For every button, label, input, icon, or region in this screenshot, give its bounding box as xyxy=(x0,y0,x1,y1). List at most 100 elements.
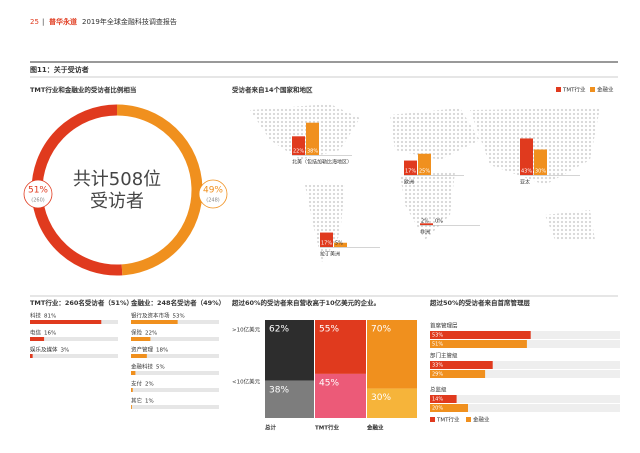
region-label: 亚太 xyxy=(520,179,530,186)
page-number: 25 xyxy=(30,18,39,26)
figure-title: 图11：关于受访者 xyxy=(30,65,89,74)
bar xyxy=(534,149,547,175)
row-label: >10亿美元 xyxy=(232,326,261,334)
category-label: 科技 xyxy=(30,312,42,320)
segment xyxy=(315,320,366,374)
bar xyxy=(131,405,132,409)
bar xyxy=(520,138,533,175)
bar xyxy=(306,122,319,155)
bar xyxy=(30,354,33,358)
bar xyxy=(418,153,431,175)
value-label: 70% xyxy=(371,325,391,335)
separator: | xyxy=(42,18,44,26)
chart-title: TMT行业和金融业的受访者比例相当 xyxy=(30,85,136,94)
category-label: 支付 xyxy=(131,380,143,388)
value-label: 45% xyxy=(319,378,339,388)
segment xyxy=(265,380,314,418)
count-label: (260) xyxy=(31,198,44,204)
segment xyxy=(367,388,417,418)
value-label: 51% xyxy=(28,186,48,196)
value-label: 2% xyxy=(145,382,154,388)
bar-track xyxy=(430,395,620,403)
legend-label: 金融业 xyxy=(597,86,614,94)
value-label: 22% xyxy=(145,331,157,337)
category-label: 部门主管级 xyxy=(430,352,458,360)
value-label: 30% xyxy=(535,169,546,175)
chart-title: TMT行业：260名受访者（51%） xyxy=(30,298,133,307)
region-label: 北美（包括加勒比海地区） xyxy=(292,159,352,166)
label-badge xyxy=(198,179,228,209)
bar-track xyxy=(131,337,219,341)
value-label: 0% xyxy=(435,219,443,225)
value-label: 53% xyxy=(432,333,443,339)
value-label: 62% xyxy=(269,325,289,335)
legend-swatch xyxy=(430,417,435,422)
value-label: 33% xyxy=(432,363,443,369)
bar xyxy=(131,388,133,392)
legend-label: 金融业 xyxy=(473,416,490,424)
value-label: 81% xyxy=(44,314,56,320)
bar-track xyxy=(131,405,219,409)
bar xyxy=(430,340,527,348)
bar xyxy=(430,331,531,339)
value-label: 49% xyxy=(203,186,223,196)
value-label: 3% xyxy=(61,348,70,354)
value-label: 20% xyxy=(432,406,443,412)
bar xyxy=(430,361,493,369)
bar xyxy=(30,320,102,324)
center-text: 受访者 xyxy=(90,191,144,212)
bar xyxy=(131,337,151,341)
category-label: 首席管理层 xyxy=(430,322,458,330)
category-label: 娱乐及媒体 xyxy=(30,346,58,354)
bar xyxy=(430,395,457,403)
value-label: 16% xyxy=(44,331,56,337)
value-label: 22% xyxy=(293,149,304,155)
bar xyxy=(430,404,468,412)
chart-title: 金融业：248名受访者（49%） xyxy=(130,298,225,307)
bar xyxy=(404,160,417,175)
bar xyxy=(420,223,433,225)
category-label: 保险 xyxy=(131,329,143,337)
bar-track xyxy=(131,371,219,375)
legend-swatch xyxy=(466,417,471,422)
region-label: 非洲 xyxy=(420,229,430,236)
value-label: 30% xyxy=(371,393,391,403)
category-label: 金融科技 xyxy=(131,363,154,371)
brand: 普华永道 xyxy=(49,17,77,26)
bar xyxy=(320,232,333,247)
x-tick-label: 总计 xyxy=(265,424,277,432)
world-map xyxy=(250,104,600,262)
segment xyxy=(367,320,417,389)
bar-track xyxy=(430,370,620,378)
bar-track xyxy=(131,388,219,392)
value-label: 17% xyxy=(405,169,416,175)
value-label: 51% xyxy=(432,342,443,348)
value-label: 5% xyxy=(335,241,343,247)
legend-swatch xyxy=(556,87,561,92)
chart-title: 超过50%的受访者来自首席管理层 xyxy=(429,298,531,307)
region-label: 拉丁美洲 xyxy=(320,251,340,258)
category-label: 其它 xyxy=(131,397,142,405)
region-label: 欧洲 xyxy=(404,179,414,186)
bar xyxy=(131,354,147,358)
legend-label: TMT行业 xyxy=(436,416,460,424)
report-title: 2019年全球金融科技调查报告 xyxy=(82,17,177,26)
value-label: 1% xyxy=(145,399,154,405)
bar-track xyxy=(430,404,620,412)
bar-track xyxy=(30,337,118,341)
segment xyxy=(265,320,314,381)
segment xyxy=(315,373,366,418)
value-label: 14% xyxy=(432,397,443,403)
row-label: <10亿美元 xyxy=(232,378,261,386)
legend-label: TMT行业 xyxy=(562,86,586,94)
x-tick-label: TMT行业 xyxy=(315,424,339,432)
chart-title: 受访者来自14个国家和地区 xyxy=(232,85,313,94)
legend-swatch xyxy=(590,87,595,92)
bar-track xyxy=(131,354,219,358)
bar xyxy=(334,242,347,247)
value-label: 53% xyxy=(173,314,185,320)
value-label: 38% xyxy=(269,385,289,395)
bar xyxy=(131,371,136,375)
bar xyxy=(430,370,486,378)
